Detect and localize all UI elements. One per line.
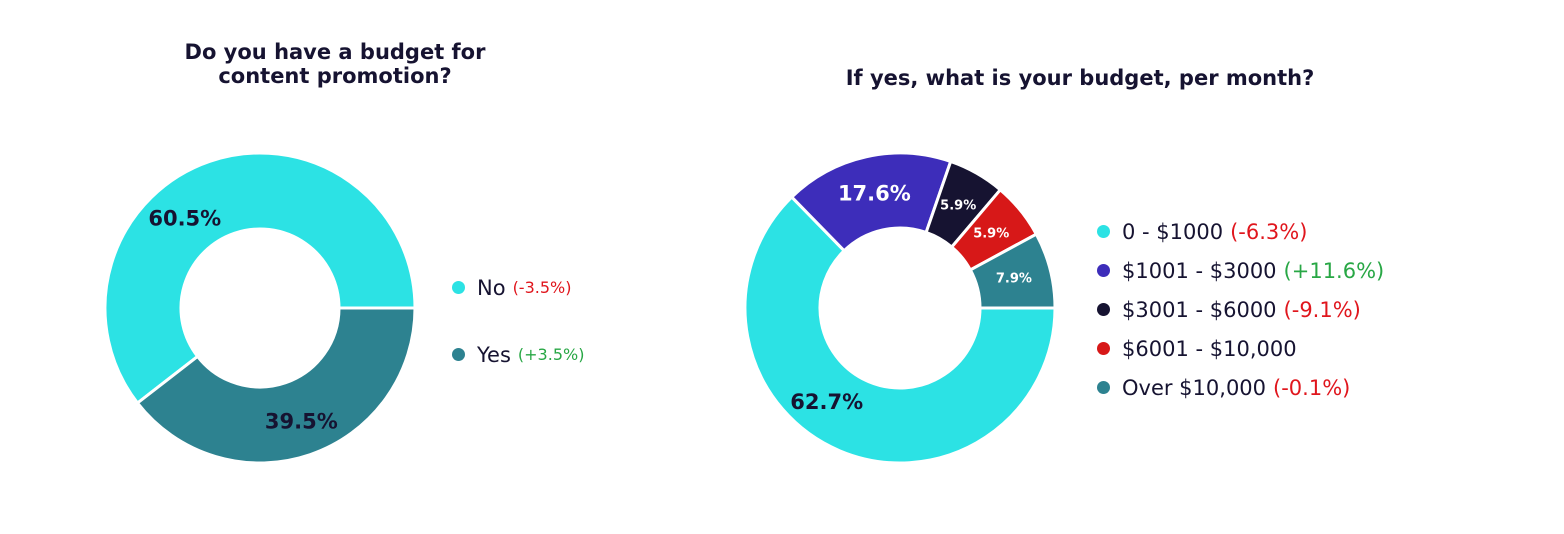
legend-monthly-budget: 0 - $1000 (-6.3%) $1001 - $3000 (+11.6%) $30…	[1097, 212, 1384, 407]
legend-change: (-3.5%)	[512, 278, 572, 297]
legend-item-3001-6000: $3001 - $6000 (-9.1%)	[1097, 290, 1384, 329]
data-label-6001-10-000: 5.9%	[973, 226, 1009, 241]
slice-1001-3000	[790, 151, 953, 253]
chart-title-budget: Do you have a budget for content promoti…	[184, 40, 486, 88]
legend-budget: No (-3.5%) Yes (+3.5%)	[452, 254, 584, 388]
legend-label: $6001 - $10,000	[1122, 336, 1297, 361]
legend-change: (-6.3%)	[1230, 219, 1308, 244]
data-label-over-10-000: 7.9%	[996, 272, 1032, 287]
legend-label: $3001 - $6000	[1122, 297, 1277, 322]
legend-change: (+3.5%)	[517, 345, 585, 364]
legend-label: No	[477, 275, 506, 300]
data-label-no: 60.5%	[148, 206, 221, 230]
legend-item-over-10-000: Over $10,000 (-0.1%)	[1097, 368, 1384, 407]
chart-title-monthly-budget: If yes, what is your budget, per month?	[845, 66, 1315, 90]
legend-item-yes: Yes (+3.5%)	[452, 321, 584, 388]
legend-marker-icon	[1097, 303, 1110, 316]
data-label-1001-3000: 17.6%	[838, 181, 911, 205]
legend-marker-icon	[1097, 225, 1110, 238]
donut-slices	[103, 151, 417, 465]
legend-label: Yes	[477, 342, 511, 367]
slice-yes	[136, 306, 417, 465]
slice-no	[103, 151, 417, 405]
legend-item-1001-3000: $1001 - $3000 (+11.6%)	[1097, 251, 1384, 290]
donut-slices	[743, 151, 1057, 465]
legend-label: Over $10,000	[1122, 375, 1267, 400]
legend-item-6001-10-000: $6001 - $10,000	[1097, 329, 1384, 368]
legend-item-no: No (-3.5%)	[452, 254, 584, 321]
legend-item-0-1000: 0 - $1000 (-6.3%)	[1097, 212, 1384, 251]
legend-marker-icon	[452, 348, 465, 361]
legend-marker-icon	[1097, 342, 1110, 355]
slice-0-1000	[743, 195, 1057, 465]
legend-label: 0 - $1000	[1122, 219, 1224, 244]
slice-over-10-000	[968, 232, 1057, 310]
legend-change: (-0.1%)	[1273, 375, 1351, 400]
legend-label: $1001 - $3000	[1122, 258, 1277, 283]
legend-marker-icon	[452, 281, 465, 294]
data-label-3001-6000: 5.9%	[940, 198, 976, 213]
data-label-yes: 39.5%	[265, 410, 338, 434]
data-label-0-1000: 62.7%	[790, 390, 863, 414]
legend-change: (-9.1%)	[1283, 297, 1361, 322]
legend-change: (+11.6%)	[1283, 258, 1385, 283]
legend-marker-icon	[1097, 264, 1110, 277]
legend-marker-icon	[1097, 381, 1110, 394]
